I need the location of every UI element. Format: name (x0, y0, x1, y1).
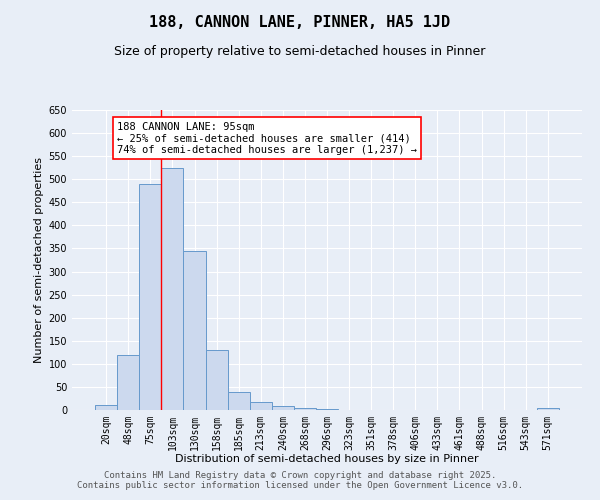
Bar (139, 184, 161, 410)
Bar (294, 408, 316, 410)
X-axis label: Distribution of semi-detached houses by size in Pinner: Distribution of semi-detached houses by … (175, 454, 479, 464)
Bar (537, 408, 559, 410)
Bar (117, 354, 139, 410)
Text: Size of property relative to semi-detached houses in Pinner: Size of property relative to semi-detach… (115, 45, 485, 58)
Bar (161, 168, 184, 410)
Bar (316, 409, 338, 410)
Text: Contains HM Land Registry data © Crown copyright and database right 2025.
Contai: Contains HM Land Registry data © Crown c… (77, 470, 523, 490)
Text: 188, CANNON LANE, PINNER, HA5 1JD: 188, CANNON LANE, PINNER, HA5 1JD (149, 15, 451, 30)
Text: 188 CANNON LANE: 95sqm
← 25% of semi-detached houses are smaller (414)
74% of se: 188 CANNON LANE: 95sqm ← 25% of semi-det… (117, 122, 417, 154)
Bar (206, 350, 227, 410)
Bar (227, 392, 250, 410)
Bar (250, 402, 272, 410)
Bar (95, 406, 117, 410)
Bar (272, 406, 294, 410)
Bar (184, 251, 206, 410)
Y-axis label: Number of semi-detached properties: Number of semi-detached properties (34, 157, 44, 363)
